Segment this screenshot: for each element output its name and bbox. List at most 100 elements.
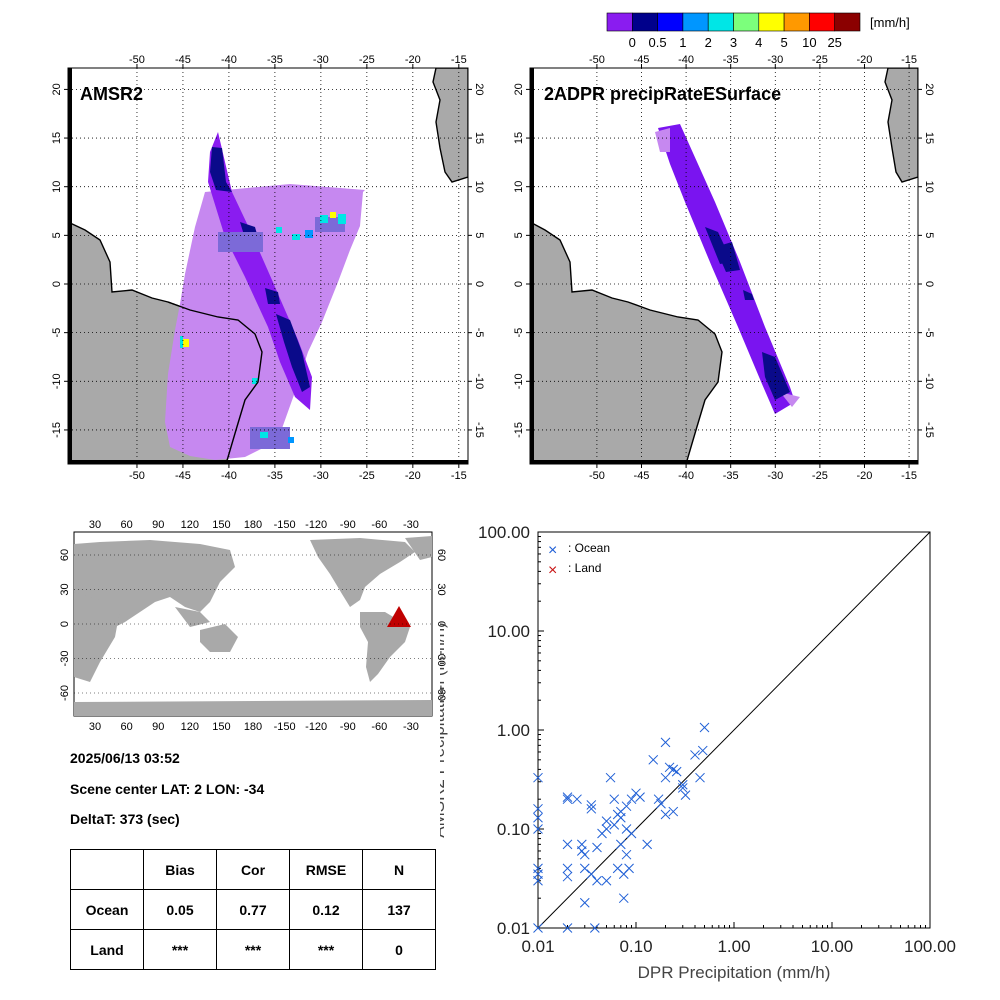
- scatter-point-ocean: [621, 849, 632, 860]
- world-lon-tick-label: 120: [181, 519, 199, 531]
- map-lat-tick-label: -15: [473, 422, 485, 438]
- colorbar-tick-label: 3: [730, 35, 737, 50]
- scatter-point-ocean: [677, 783, 688, 793]
- x-tick-label: 0.10: [619, 937, 652, 956]
- one-to-one-line: [537, 531, 931, 929]
- scatter-point-ocean: [586, 869, 597, 879]
- map-lat-tick-label: -10: [923, 373, 935, 389]
- scatter-point-ocean: [579, 897, 590, 908]
- map-lat-tick-label: 5: [51, 232, 63, 238]
- map-lon-tick-label: -45: [175, 54, 191, 66]
- map-lon-tick-label: -20: [857, 54, 873, 66]
- map-lat-tick-label: -10: [513, 373, 525, 389]
- world-lon-tick-label: 60: [121, 519, 133, 531]
- world-lon-tick-label: 150: [212, 519, 230, 531]
- scatter-point-ocean: [562, 839, 573, 850]
- stats-cell: 137: [362, 889, 436, 930]
- legend-land-label: : Land: [568, 561, 601, 575]
- world-lon-tick-label: 90: [152, 519, 164, 531]
- scatter-point-ocean: [579, 849, 590, 860]
- colorbar-tick-label: 25: [827, 35, 841, 50]
- colorbar-box: [758, 12, 785, 32]
- y-tick-label: 10.00: [487, 622, 530, 641]
- colorbar-box: [606, 12, 633, 32]
- scatter-point-ocean: [615, 812, 626, 823]
- map-lon-tick-label: -25: [359, 54, 375, 66]
- colorbar: 0 0.5 1 2 3 4 5 10 25 [mm/h]: [606, 12, 910, 50]
- stats-header-cell: [70, 849, 144, 890]
- colorbar-tick-label: 0.5: [649, 35, 667, 50]
- map-lat-tick-label: 15: [513, 132, 525, 144]
- map-lat-tick-label: -10: [473, 373, 485, 389]
- scatter-point-ocean: [586, 803, 597, 814]
- world-lon-tick-label: -120: [305, 519, 327, 531]
- scatter-point-ocean: [699, 722, 710, 733]
- stats-cell: ***: [143, 929, 217, 970]
- world-lat-tick-label: -30: [60, 651, 71, 667]
- legend-ocean-label: : Ocean: [568, 541, 610, 555]
- map-lat-tick-label: -5: [513, 328, 525, 338]
- y-tick-label: 100.00: [478, 523, 530, 542]
- world-lon-tick-label: -60: [371, 519, 387, 531]
- world-lat-tick-label: -60: [435, 685, 447, 701]
- scatter-point-ocean: [562, 863, 573, 874]
- scatter-point-ocean: [677, 779, 688, 790]
- scatter-point-ocean: [695, 772, 705, 783]
- map-lat-tick-label: 15: [473, 132, 485, 144]
- map-frame-bar: [530, 460, 918, 464]
- map-lon-tick-label: -40: [221, 470, 237, 480]
- map-lat-tick-label: -15: [51, 422, 63, 438]
- scatter-point-ocean: [656, 798, 666, 809]
- scatter-point-ocean: [533, 824, 543, 834]
- map-lon-tick-label: -20: [405, 470, 421, 480]
- scene-location-marker: [387, 606, 411, 627]
- scatter-point-ocean: [609, 794, 620, 805]
- world-lat-tick-label: -30: [435, 651, 447, 667]
- y-tick-label: 0.01: [497, 919, 530, 938]
- dpr-tick-marks: -50-50-45-45-40-40-35-35-30-30-25-25-20-…: [513, 54, 935, 480]
- scatter-point-ocean: [533, 875, 543, 886]
- map-lat-tick-label: 0: [513, 281, 525, 287]
- world-lon-tick-label: 60: [121, 721, 133, 733]
- world-tick-labels: 30 60 90 120 150 180 -150 -120 -90 -60 -30 30 60 90 12…: [60, 519, 447, 733]
- scatter-point-ocean: [562, 871, 573, 882]
- stats-row-ocean: Ocean 0.05 0.77 0.12 137: [70, 889, 436, 930]
- scatter-point-ocean: [660, 772, 671, 783]
- map-lon-tick-label: -20: [857, 470, 873, 480]
- map-lon-tick-label: -35: [267, 470, 283, 480]
- map-lon-tick-label: -35: [723, 54, 739, 66]
- scatter-point-ocean: [601, 875, 612, 886]
- map-lon-tick-label: -50: [589, 470, 605, 480]
- scatter-point-ocean: [533, 923, 543, 933]
- y-tick-label: 1.00: [497, 721, 530, 740]
- delta-t: DeltaT: 373 (sec): [70, 811, 180, 827]
- scatter-point-ocean: [592, 842, 602, 853]
- map-lon-tick-label: -50: [589, 54, 605, 66]
- scatter-point-ocean: [668, 806, 679, 817]
- scatter-point-ocean: [562, 794, 573, 805]
- scatter-ylabel: AMSR2 Precipitation (mm/h): [440, 622, 448, 837]
- dpr-title: 2ADPR precipRateESurface: [544, 84, 781, 104]
- colorbar-box: [631, 12, 658, 32]
- world-lat-tick-label: 0: [60, 621, 71, 627]
- map-lat-tick-label: 20: [473, 83, 485, 95]
- x-tick-label: 100.00: [904, 937, 956, 956]
- amsr2-tick-marks: -50-50-45-45-40-40-35-35-30-30-25-25-20-…: [51, 54, 485, 480]
- scatter-legend: × : Ocean × : Land: [548, 541, 610, 579]
- scatter-point-ocean: [680, 790, 691, 800]
- scatter-point-ocean: [533, 803, 543, 814]
- colorbar-box: [657, 12, 684, 32]
- x-tick-label: 1.00: [717, 937, 750, 956]
- colorbar-tick-label: 0: [629, 35, 636, 50]
- stats-cell: 0: [362, 929, 436, 970]
- colorbar-box: [733, 12, 760, 32]
- colorbar-box: [783, 12, 810, 32]
- map-lon-tick-label: -35: [723, 470, 739, 480]
- stats-header-row: Bias Cor RMSE N: [70, 849, 436, 890]
- scene-datetime: 2025/06/13 03:52: [70, 750, 180, 766]
- map-lat-tick-label: 10: [513, 181, 525, 193]
- scatter-point-ocean: [533, 772, 543, 783]
- scene-center: Scene center LAT: 2 LON: -34: [70, 781, 265, 797]
- colorbar-box: [809, 12, 836, 32]
- stats-cell: Ocean: [70, 889, 144, 930]
